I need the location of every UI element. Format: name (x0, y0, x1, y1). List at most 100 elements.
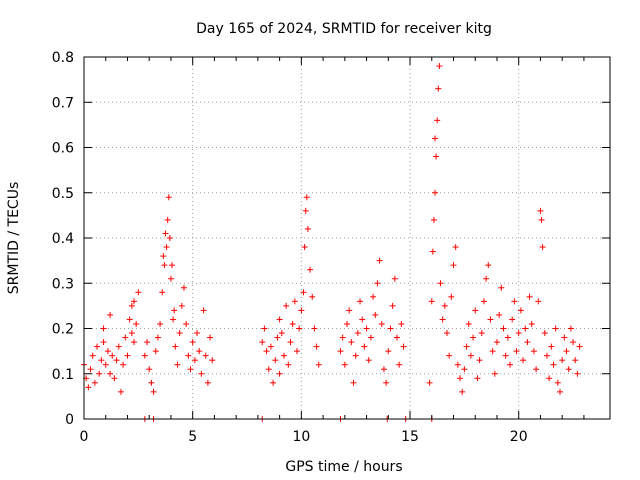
data-point (378, 320, 385, 327)
data-point (170, 316, 177, 323)
data-point (389, 302, 396, 309)
data-point (298, 307, 305, 314)
data-point (160, 253, 167, 260)
data-point (344, 320, 350, 327)
data-point (528, 320, 535, 327)
data-point (304, 225, 311, 232)
data-point (550, 361, 557, 368)
data-point (198, 370, 205, 377)
data-point (570, 339, 577, 346)
data-point (166, 235, 173, 241)
data-point (183, 320, 190, 327)
data-point (303, 194, 310, 201)
y-tick-label: 0 (65, 412, 74, 428)
data-point (164, 216, 171, 223)
data-point (517, 307, 524, 314)
data-point (337, 348, 344, 355)
data-point (432, 135, 439, 142)
data-point (89, 352, 96, 359)
data-point (472, 307, 479, 314)
x-tick-label: 15 (401, 429, 419, 445)
data-point (165, 194, 172, 201)
data-point (270, 379, 277, 386)
data-point (576, 343, 583, 350)
data-point (307, 266, 314, 273)
axis-ticks: 0 0.1 0.2 0.3 0.4 0.5 0.6 0.7 0.8 0 5 10 15 20 (52, 50, 610, 445)
data-point (557, 388, 564, 395)
data-point (526, 293, 533, 300)
data-point (365, 357, 372, 364)
data-point (274, 334, 281, 341)
data-point (107, 311, 114, 318)
y-tick-label: 0.4 (52, 231, 74, 247)
data-point (94, 343, 101, 350)
data-point (115, 343, 122, 350)
data-point (483, 275, 490, 282)
data-point (465, 320, 472, 327)
data-point (272, 357, 279, 364)
data-point (539, 244, 546, 251)
data-point (443, 330, 450, 337)
data-point (191, 357, 198, 364)
data-point (546, 375, 553, 382)
data-point (289, 320, 296, 327)
data-point (361, 343, 368, 350)
data-point (111, 375, 118, 382)
data-point (426, 379, 433, 386)
data-point (552, 325, 559, 332)
data-point (509, 316, 516, 323)
data-point (259, 339, 266, 346)
data-point (302, 207, 309, 214)
data-point (124, 352, 131, 359)
data-point (100, 339, 107, 346)
data-point (452, 244, 459, 251)
data-point (154, 334, 161, 341)
data-point (500, 325, 507, 332)
data-point (113, 357, 120, 364)
y-axis-label: SRMTID / TECUs (6, 182, 22, 295)
data-point (120, 361, 127, 368)
data-point (301, 244, 308, 251)
data-point (520, 357, 527, 364)
data-point (434, 117, 441, 124)
data-point (363, 325, 370, 332)
data-point (515, 330, 522, 337)
data-point (454, 361, 461, 368)
data-point (267, 343, 274, 350)
data-point (104, 348, 111, 355)
data-point (157, 320, 164, 327)
data-point (533, 366, 540, 373)
chart-title: Day 165 of 2024, SRMTID for receiver kit… (196, 21, 492, 37)
data-point (280, 352, 287, 359)
data-point (561, 334, 568, 341)
data-point (385, 348, 392, 355)
data-point (200, 307, 207, 314)
data-point (169, 262, 176, 269)
data-point (196, 348, 203, 355)
data-point (167, 275, 174, 282)
data-point (559, 357, 566, 364)
data-point (180, 284, 187, 291)
data-point (341, 361, 348, 368)
data-point (146, 366, 153, 373)
data-point (487, 316, 494, 323)
data-point (144, 339, 151, 346)
data-point (130, 339, 137, 346)
data-point (489, 348, 496, 355)
data-point (296, 325, 303, 332)
data-point (535, 298, 542, 305)
data-point (172, 343, 179, 350)
data-point (261, 325, 268, 332)
data-point (435, 85, 442, 92)
data-point (478, 330, 485, 337)
data-point (474, 375, 481, 382)
data-point (311, 325, 318, 332)
data-point (130, 298, 137, 305)
data-point (98, 357, 105, 364)
data-point (367, 334, 374, 341)
y-tick-label: 0.6 (52, 141, 74, 157)
data-point (176, 330, 183, 337)
y-tick-label: 0.1 (52, 367, 74, 383)
data-point (383, 379, 390, 386)
data-point (429, 248, 436, 255)
